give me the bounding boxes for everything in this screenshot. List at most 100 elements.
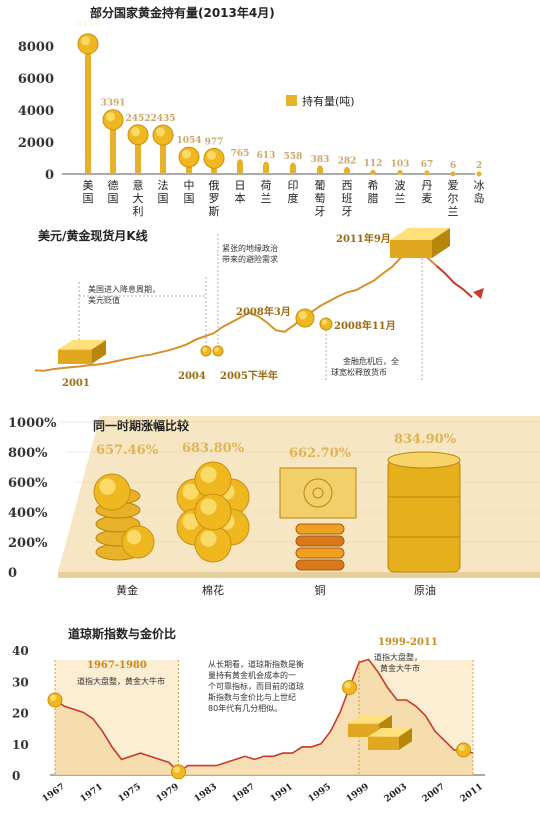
bar <box>290 165 296 174</box>
oil-barrel <box>387 459 461 573</box>
category-label: 麦 <box>422 192 433 205</box>
gold-spot-kline-chart: 美元/黄金现货月K线 2001 美国进入降息周期， 美元贬值 2004 2005下半年紧… <box>0 222 540 402</box>
bar-dot <box>237 159 243 165</box>
note-rate-cut-1: 美国进入降息周期， <box>88 284 160 294</box>
y-tick-label: 6000 <box>18 72 54 87</box>
category-label: 斯 <box>209 205 220 218</box>
y-tick-label: 40 <box>12 644 29 658</box>
gold-coin-top <box>93 473 131 511</box>
x-tick-label: 1979 <box>155 782 181 805</box>
marker-2008-3 <box>295 308 315 328</box>
bar <box>263 164 269 174</box>
category-label: 铜 <box>315 583 326 597</box>
y-tick-label: 4000 <box>18 104 54 119</box>
bar-coin <box>178 146 200 168</box>
note-period-2b: 黄金大牛市 <box>380 663 420 673</box>
gold-spot-svg: 美元/黄金现货月K线 2001 美国进入降息周期，美元贬值 2004 2005下半年紧… <box>34 228 484 389</box>
bar-coin <box>127 124 149 146</box>
dow-gold-ratio-chart: 道琼斯指数与金价比 40 30 20 10 0 1967 1971 1975 1979 1983 1… <box>0 620 540 822</box>
value-label: 282 <box>338 156 357 166</box>
period-label-1999: 1999-2011 <box>378 637 438 648</box>
label-2005: 2005下半年 <box>220 369 278 382</box>
x-tick-label: 1983 <box>193 782 219 805</box>
bar-dot <box>450 171 456 177</box>
chart-title: 道琼斯指数与金价比 <box>68 626 176 641</box>
note-long-line: 个可靠指标，而目前的道琼 <box>208 681 304 691</box>
y-tick-label: 1000% <box>8 416 57 431</box>
category-label: 日 <box>235 179 246 192</box>
bar <box>317 167 323 174</box>
y-tick-label: 0 <box>8 566 17 581</box>
percent-label: 834.90% <box>394 432 457 447</box>
bar-dot <box>263 161 269 167</box>
copper-coil <box>295 547 345 559</box>
category-label: 波 <box>395 179 406 192</box>
bar-dot <box>290 162 296 168</box>
value-label: 8134 <box>75 21 100 31</box>
copper-coil <box>295 523 345 535</box>
marker-1999 <box>342 680 357 695</box>
gold-holdings-svg: 部分国家黄金持有量(2013年4月) 持有量(吨) 80006000400020… <box>18 5 485 218</box>
value-label: 112 <box>364 159 383 169</box>
note-rate-cut-2: 美元贬值 <box>88 295 120 305</box>
category-label: 岛 <box>474 191 485 205</box>
category-label: 俄 <box>209 179 220 192</box>
category-label: 罗 <box>209 192 220 205</box>
value-label: 2 <box>476 161 482 171</box>
value-label: 765 <box>231 149 250 159</box>
value-label: 6 <box>450 161 456 171</box>
copper-plate-center <box>312 487 324 499</box>
label-2011-9: 2011年9月 <box>336 232 391 245</box>
note-crisis-1: 金融危机后，全 <box>343 356 399 366</box>
copper-plate-ring <box>303 478 333 508</box>
marker-2011 <box>456 742 471 758</box>
legend-label: 持有量(吨) <box>302 94 355 108</box>
note-long-line: 80年代有几分相似。 <box>208 703 282 713</box>
ratio-line <box>54 658 474 773</box>
oil-barrel-top <box>387 451 461 469</box>
value-label: 1054 <box>176 136 201 146</box>
category-label: 荷 <box>261 179 272 192</box>
bar-dot <box>344 166 350 172</box>
y-tick-label: 2000 <box>18 136 54 151</box>
category-label: 法 <box>158 178 169 192</box>
marker-2004 <box>200 345 212 357</box>
bar-coin <box>152 124 174 146</box>
percent-label: 683.80% <box>182 441 245 456</box>
category-label: 棉花 <box>202 583 224 597</box>
category-label: 尔 <box>448 192 459 205</box>
category-label: 大 <box>133 191 144 205</box>
x-tick-label: 1999 <box>345 782 371 805</box>
category-label: 国 <box>108 192 119 205</box>
category-label: 意 <box>133 178 144 192</box>
note-crisis-2: 球宽松释放货币 <box>331 367 387 377</box>
marker-1967 <box>47 692 63 708</box>
percent-label: 657.46% <box>96 443 159 458</box>
bar-dot <box>317 165 323 171</box>
marker-2005 <box>212 345 224 357</box>
note-long-line: 从长期看，道琼斯指数是衡 <box>208 659 304 669</box>
category-label: 腊 <box>368 192 379 205</box>
floor <box>58 572 540 578</box>
label-2008-3: 2008年3月 <box>236 305 291 318</box>
category-label: 国 <box>184 192 195 205</box>
category-label: 印 <box>288 179 299 192</box>
bar-dot <box>370 169 376 175</box>
x-tick-label: 1987 <box>231 782 257 805</box>
category-label: 国 <box>158 192 169 205</box>
gold-bar-2001 <box>58 340 106 364</box>
y-tick-label: 10 <box>12 738 29 752</box>
x-tick-label: 2011 <box>459 782 485 805</box>
category-label: 美 <box>83 179 94 192</box>
category-label: 黄金 <box>116 583 138 597</box>
y-tick-label: 0 <box>12 769 20 783</box>
category-label: 希 <box>368 178 379 192</box>
note-long-line: 量持有黄金机会成本的一 <box>208 670 296 680</box>
cotton-petal <box>194 493 232 531</box>
bar-dot <box>397 169 403 175</box>
category-label: 西 <box>342 179 353 192</box>
x-tick-label: 1975 <box>117 782 143 805</box>
y-tick-label: 30 <box>12 675 29 689</box>
category-label: 度 <box>288 191 299 205</box>
value-label: 3391 <box>100 99 125 109</box>
